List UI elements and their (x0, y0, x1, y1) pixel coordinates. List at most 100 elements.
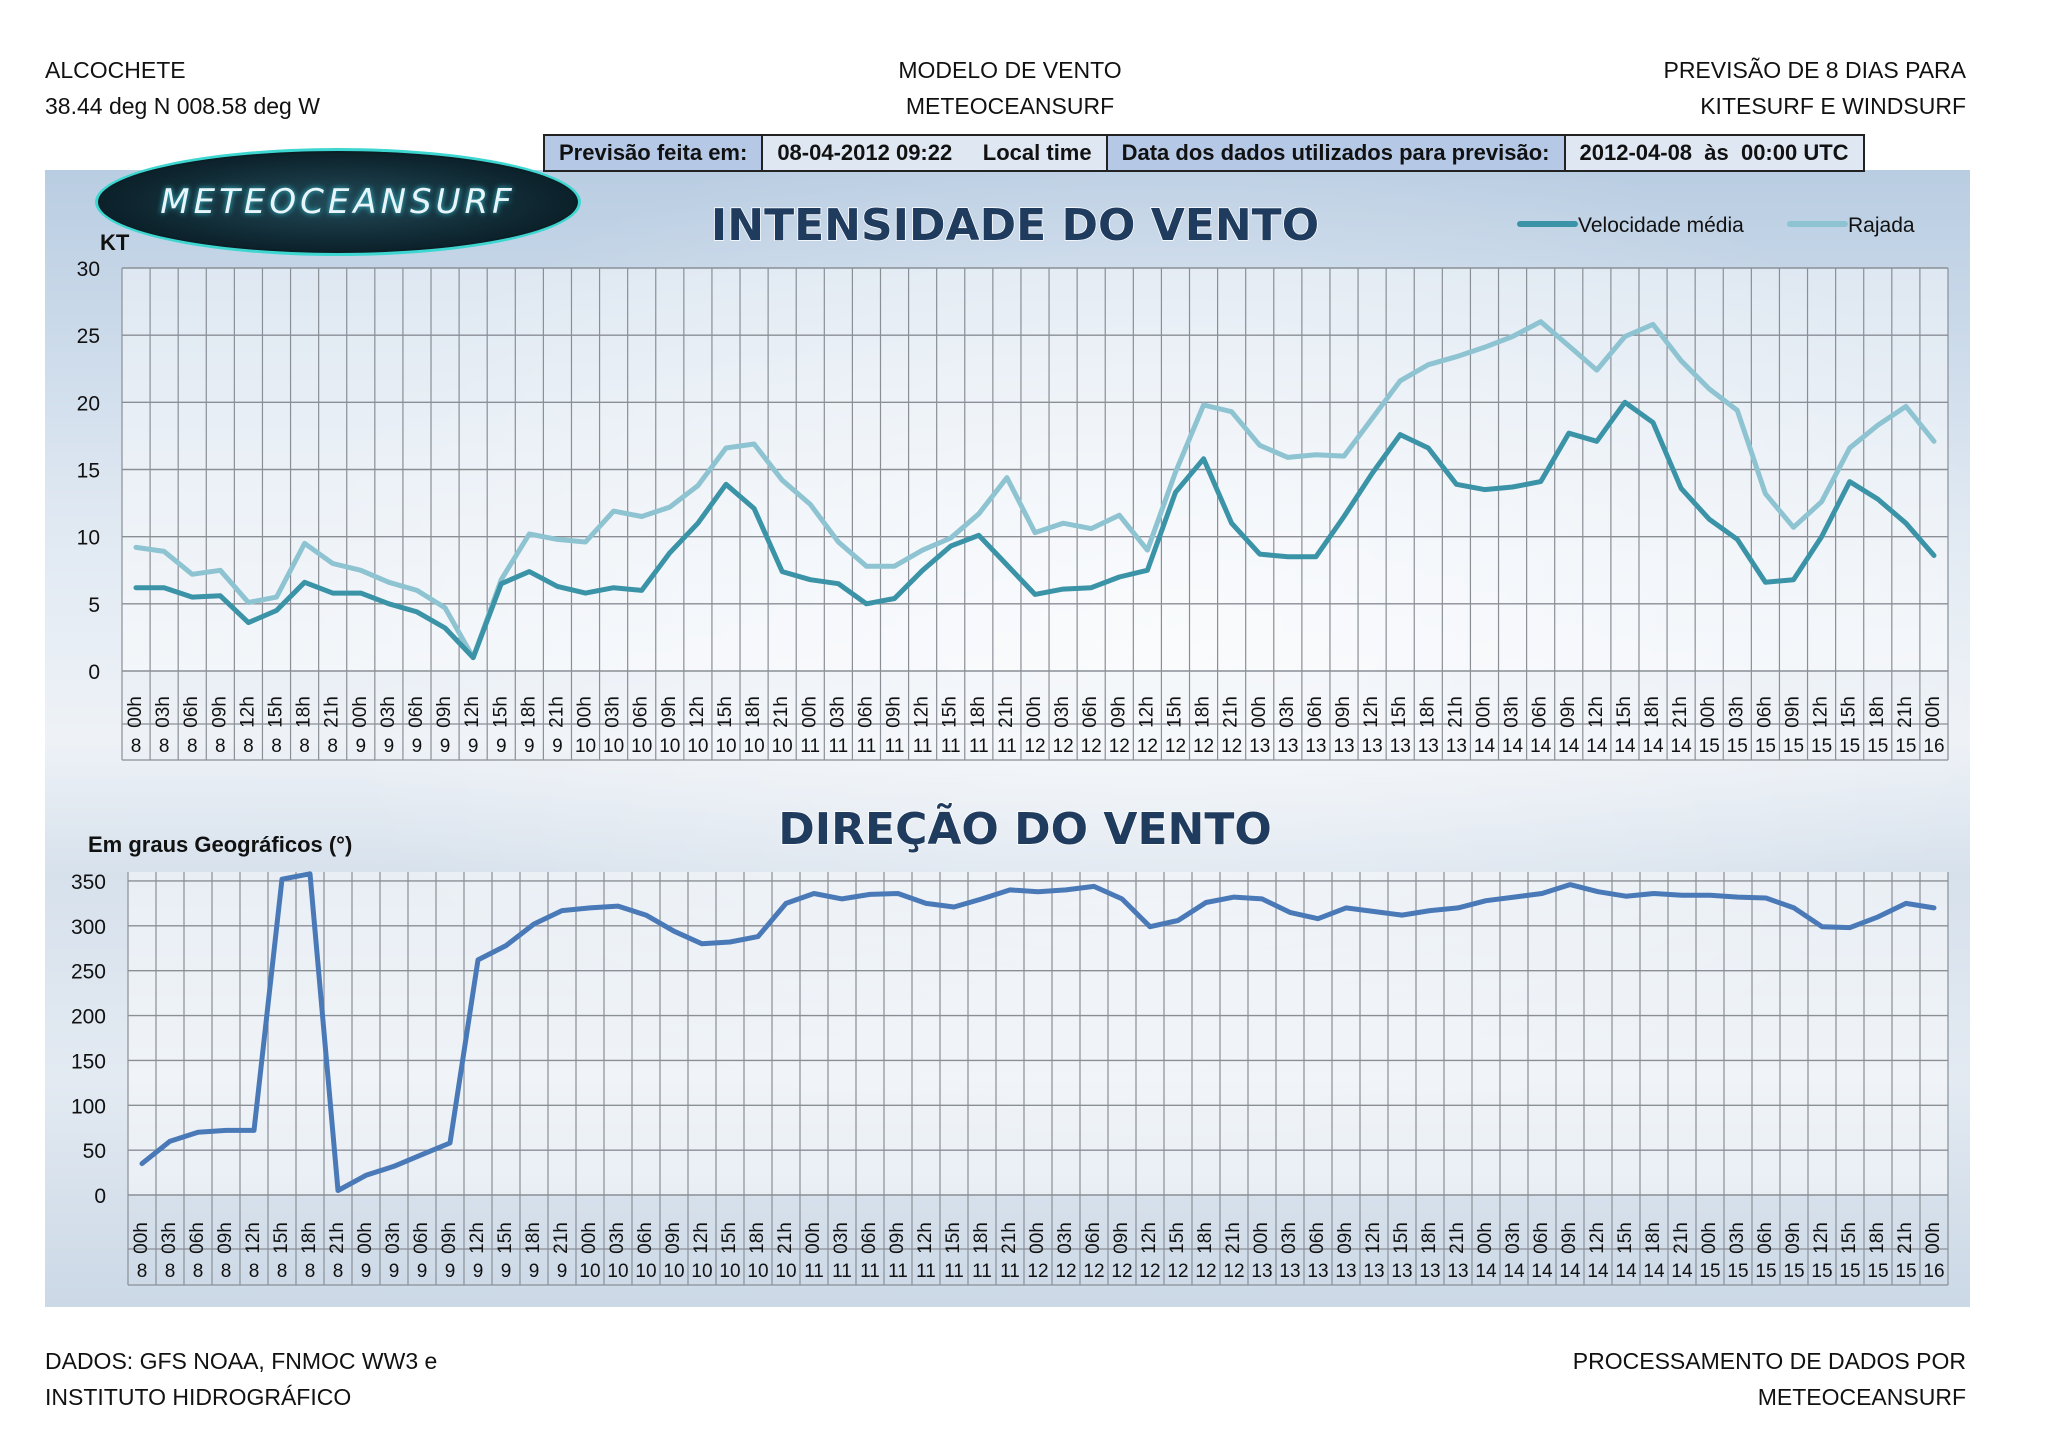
location-coords: 38.44 deg N 008.58 deg W (45, 93, 320, 119)
data-point (1651, 322, 1655, 326)
data-point (784, 901, 788, 905)
data-point (1680, 893, 1684, 897)
x-hour-label: 15h (1391, 1222, 1412, 1254)
x-hour-label: 09h (887, 1222, 908, 1254)
data-point (1426, 446, 1430, 450)
data-point (1316, 917, 1320, 921)
data-point (1932, 439, 1936, 443)
x-hour-label: 03h (1503, 1222, 1524, 1254)
data-point (1230, 410, 1234, 414)
logo-text: METEOCEANSURF (160, 182, 516, 222)
forecast-title: PREVISÃO DE 8 DIAS PARA (1663, 57, 1966, 83)
x-hour-label: 00h (1923, 696, 1944, 728)
x-day-label: 14 (1671, 1261, 1693, 1282)
x-day-label: 14 (1671, 736, 1693, 757)
data-point (1595, 368, 1599, 372)
data-point (808, 578, 812, 582)
chart-title: DIREÇÃO DO VENTO (778, 802, 1272, 855)
x-day-label: 15 (1839, 736, 1860, 757)
data-label: Data dos dados utilizados para previsão: (1107, 136, 1566, 170)
data-point (1932, 554, 1936, 557)
x-day-label: 9 (496, 736, 507, 757)
y-tick-label: 5 (88, 594, 100, 617)
x-hour-label: 21h (1223, 1222, 1244, 1254)
y-axis-label: Em graus Geográficos (°) (88, 832, 352, 857)
y-tick-label: 350 (71, 871, 106, 894)
data-point (1848, 926, 1852, 930)
data-sources-line2: INSTITUTO HIDROGRÁFICO (45, 1384, 352, 1410)
x-hour-label: 09h (209, 696, 230, 728)
data-point (1792, 578, 1795, 582)
x-day-label: 10 (747, 1261, 768, 1282)
data-point (1370, 472, 1374, 475)
x-day-label: 8 (159, 736, 170, 757)
x-day-label: 8 (193, 1261, 204, 1282)
x-hour-label: 21h (546, 696, 567, 728)
data-point (1904, 901, 1908, 905)
data-point (1820, 535, 1824, 539)
data-point (196, 1130, 200, 1134)
x-hour-label: 00h (803, 1222, 824, 1254)
data-point (1033, 531, 1037, 535)
x-day-label: 10 (663, 1261, 684, 1282)
data-point (1033, 592, 1037, 596)
x-hour-label: 03h (1726, 696, 1747, 728)
x-hour-label: 12h (1361, 696, 1382, 728)
x-hour-label: 18h (1195, 1222, 1216, 1254)
data-point (275, 595, 278, 599)
x-hour-label: 15h (1839, 696, 1860, 728)
data-point (1145, 548, 1149, 552)
x-day-label: 15 (1867, 736, 1888, 757)
data-point (1005, 563, 1009, 567)
data-point (1679, 359, 1683, 363)
data-point (1679, 486, 1683, 490)
processing-line1: PROCESSAMENTO DE DADOS POR (1572, 1348, 1966, 1374)
data-point (1567, 344, 1571, 348)
x-day-label: 16 (1923, 1261, 1944, 1282)
x-day-label: 10 (603, 736, 624, 757)
x-hour-label: 21h (1445, 696, 1466, 728)
x-hour-label: 03h (1727, 1222, 1748, 1254)
location-name: ALCOCHETE (45, 57, 186, 83)
x-day-label: 10 (687, 736, 708, 757)
x-hour-label: 21h (1895, 696, 1916, 728)
x-hour-label: 09h (1558, 696, 1579, 728)
data-point (1398, 379, 1402, 383)
data-point (612, 509, 616, 513)
data-point (924, 901, 928, 905)
x-hour-label: 00h (125, 696, 146, 728)
data-point (812, 892, 816, 895)
x-hour-label: 06h (855, 696, 876, 728)
x-day-label: 11 (857, 736, 877, 757)
data-point (977, 533, 981, 537)
y-tick-label: 20 (77, 392, 100, 415)
x-hour-label: 03h (1502, 696, 1523, 728)
model-title: MODELO DE VENTO (898, 57, 1122, 83)
data-point (1596, 890, 1600, 894)
x-day-label: 12 (1083, 1261, 1104, 1282)
x-day-label: 14 (1643, 1261, 1665, 1282)
x-day-label: 9 (473, 1261, 484, 1282)
meteoceansurf-logo: METEOCEANSURF (95, 148, 581, 256)
x-day-label: 11 (944, 1261, 964, 1282)
x-hour-label: 12h (1136, 696, 1157, 728)
legend-label: Rajada (1848, 214, 1915, 237)
x-hour-label: 00h (579, 1222, 600, 1254)
data-point (387, 602, 391, 606)
x-day-label: 12 (1111, 1261, 1132, 1282)
data-point (668, 505, 672, 509)
x-day-label: 14 (1642, 736, 1664, 757)
x-hour-label: 03h (603, 696, 624, 728)
x-day-label: 12 (1055, 1261, 1076, 1282)
x-day-label: 13 (1391, 1261, 1412, 1282)
x-hour-label: 06h (859, 1222, 880, 1254)
x-hour-label: 06h (187, 1222, 208, 1254)
data-point (668, 551, 672, 555)
x-day-label: 9 (445, 1261, 456, 1282)
data-point (1792, 906, 1796, 910)
data-point (415, 588, 419, 592)
x-day-label: 11 (888, 1261, 908, 1282)
chart-title: INTENSIDADE DO VENTO (711, 200, 1319, 251)
x-day-label: 12 (1139, 1261, 1160, 1282)
data-point (252, 1128, 256, 1132)
